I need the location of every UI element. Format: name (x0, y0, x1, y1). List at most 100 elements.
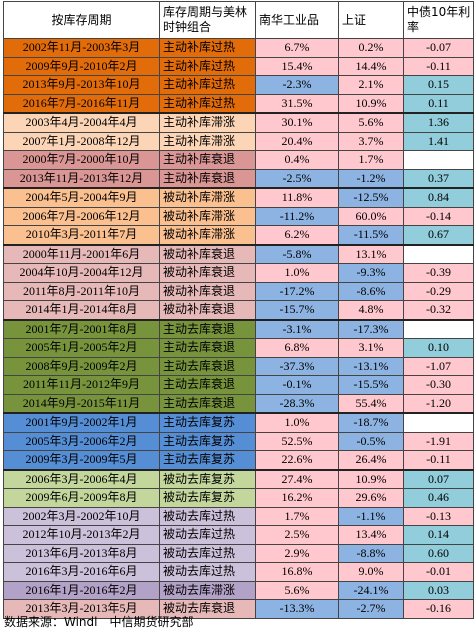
cell-shanghai: 13.1% (338, 244, 404, 264)
table-row: 2008年9月-2009年2月 主动去库衰退 -37.3% -13.1% -1.07 (3, 356, 474, 376)
cell-shanghai: 26.4% (338, 450, 404, 471)
cell-period: 2002年11月-2003年3月 (3, 38, 160, 58)
cell-bond: -0.32 (403, 300, 474, 321)
cell-period: 2002年3月-2002年10月 (3, 506, 160, 526)
cell-period: 2001年7月-2001年8月 (3, 319, 160, 339)
cell-phase: 被动去库复苏 (159, 469, 256, 489)
table-row: 2016年3月-2016年6月 被动去库过热 16.8% 9.0% -0.01 (3, 562, 474, 582)
cell-bond: -0.11 (403, 56, 474, 76)
table-row: 2011年11月-2012年9月 主动去库衰退 -0.1% -15.5% -0.30 (3, 375, 474, 395)
table-row: 2013年6月-2013年8月 被动去库过热 2.9% -8.8% 0.60 (3, 543, 474, 563)
cell-shanghai: 55.4% (338, 393, 404, 414)
table-row: 2006年3月-2006年4月 被动去库复苏 27.4% 10.9% 0.07 (3, 469, 474, 489)
cell-bond: -1.07 (403, 356, 474, 376)
cell-phase: 主动补库过热 (159, 56, 256, 76)
table-row: 2016年1月-2016年2月 被动去库滞涨 5.6% -24.1% 0.03 (3, 580, 474, 600)
cell-period: 2009年3月-2009年5月 (3, 450, 160, 471)
cell-shanghai: -9.3% (338, 263, 404, 283)
header-bond: 中债10年利率 (403, 1, 474, 39)
cell-phase: 被动去库复苏 (159, 488, 256, 508)
cell-bond (403, 412, 474, 433)
cell-bond: -1.91 (403, 431, 474, 451)
cell-period: 2000年7月-2000年10月 (3, 150, 160, 170)
table-row: 2010年3月-2011年7月 被动补库滞涨 6.2% -11.5% 0.67 (3, 225, 474, 246)
cell-shanghai: 9.0% (338, 562, 404, 582)
cell-nanhua: -0.1% (255, 375, 339, 395)
cell-bond: -0.14 (403, 206, 474, 226)
cell-shanghai: -1.1% (338, 506, 404, 526)
cell-shanghai: -2.7% (338, 599, 404, 619)
table-row: 2002年3月-2002年10月 被动去库过热 1.7% -1.1% -0.13 (3, 506, 474, 526)
cell-shanghai: -13.1% (338, 356, 404, 376)
cell-phase: 主动去库衰退 (159, 393, 256, 414)
table-row: 2001年7月-2001年8月 主动去库衰退 -3.1% -17.3% (3, 319, 474, 339)
cell-nanhua: 30.1% (255, 112, 339, 133)
cell-bond: -0.11 (403, 450, 474, 471)
header-period: 按库存周期 (3, 1, 160, 39)
cell-bond: -0.39 (403, 263, 474, 283)
cell-bond: -0.16 (403, 599, 474, 619)
cell-phase: 主动补库过热 (159, 38, 256, 58)
cell-bond: -0.13 (403, 506, 474, 526)
table-body: 2002年11月-2003年3月 主动补库过热 6.7% 0.2% -0.07 2009年… (3, 38, 474, 619)
cell-period: 2011年11月-2012年9月 (3, 375, 160, 395)
cell-shanghai: -18.7% (338, 412, 404, 433)
cell-bond: 0.60 (403, 543, 474, 563)
cell-nanhua: -15.7% (255, 300, 339, 321)
cell-bond: 0.46 (403, 488, 474, 508)
cell-shanghai: 13.4% (338, 525, 404, 545)
cell-phase: 主动补库衰退 (159, 150, 256, 170)
table-row: 2000年11月-2001年6月 被动补库衰退 -5.8% 13.1% (3, 244, 474, 264)
cell-shanghai: -15.5% (338, 375, 404, 395)
cell-period: 2008年9月-2009年2月 (3, 356, 160, 376)
cell-phase: 被动去库过热 (159, 543, 256, 563)
cell-shanghai: 5.6% (338, 112, 404, 133)
cell-shanghai: -1.2% (338, 168, 404, 189)
cell-bond: -0.30 (403, 375, 474, 395)
cell-shanghai: 0.2% (338, 38, 404, 58)
cell-nanhua: 1.0% (255, 412, 339, 433)
cell-shanghai: -12.5% (338, 187, 404, 208)
cell-nanhua: 20.4% (255, 131, 339, 151)
cell-period: 2016年7月-2016年11月 (3, 93, 160, 114)
cell-period: 2013年3月-2013年5月 (3, 599, 160, 619)
cell-nanhua: 5.6% (255, 580, 339, 600)
table-row: 2013年11月-2013年12月 主动补库衰退 -2.5% -1.2% 0.37 (3, 168, 474, 189)
cell-nanhua: -17.2% (255, 281, 339, 301)
cell-nanhua: -5.8% (255, 244, 339, 264)
table-row: 2000年7月-2000年10月 主动补库衰退 0.4% 1.7% (3, 150, 474, 170)
cell-period: 2009年6月-2009年8月 (3, 488, 160, 508)
cell-nanhua: 11.8% (255, 187, 339, 208)
cell-nanhua: -3.1% (255, 319, 339, 339)
cell-nanhua: 16.2% (255, 488, 339, 508)
cell-nanhua: 52.5% (255, 431, 339, 451)
cell-shanghai: 14.4% (338, 56, 404, 76)
inventory-cycle-table: 按库存周期 库存周期与美林时钟组合 南华工业品 上证 中债10年利率 2002年… (3, 1, 474, 619)
header-row: 按库存周期 库存周期与美林时钟组合 南华工业品 上证 中债10年利率 (3, 1, 474, 39)
cell-bond: 0.84 (403, 187, 474, 208)
cell-nanhua: -2.3% (255, 75, 339, 95)
cell-nanhua: -2.5% (255, 168, 339, 189)
cell-bond: 0.10 (403, 338, 474, 358)
table-row: 2007年1月-2008年12月 主动补库滞涨 20.4% 3.7% 1.41 (3, 131, 474, 151)
cell-bond (403, 244, 474, 264)
cell-period: 2011年8月-2011年10月 (3, 281, 160, 301)
cell-phase: 被动补库衰退 (159, 263, 256, 283)
table-row: 2003年4月-2004年4月 主动补库滞涨 30.1% 5.6% 1.36 (3, 112, 474, 133)
cell-period: 2006年3月-2006年4月 (3, 469, 160, 489)
cell-nanhua: 6.7% (255, 38, 339, 58)
table-row: 2004年10月-2004年12月 被动补库衰退 1.0% -9.3% -0.39 (3, 263, 474, 283)
cell-bond (403, 319, 474, 339)
cell-shanghai: -0.5% (338, 431, 404, 451)
cell-shanghai: 1.7% (338, 150, 404, 170)
cell-bond: 0.15 (403, 75, 474, 95)
table-row: 2009年3月-2009年5月 主动去库复苏 22.6% 26.4% -0.11 (3, 450, 474, 471)
cell-phase: 被动去库衰退 (159, 599, 256, 619)
cell-bond: 1.36 (403, 112, 474, 133)
cell-period: 2001年9月-2002年1月 (3, 412, 160, 433)
cell-bond: 1.41 (403, 131, 474, 151)
cell-nanhua: 1.7% (255, 506, 339, 526)
cell-phase: 被动去库滞涨 (159, 580, 256, 600)
cell-nanhua: -13.3% (255, 599, 339, 619)
cell-bond: -1.20 (403, 393, 474, 414)
